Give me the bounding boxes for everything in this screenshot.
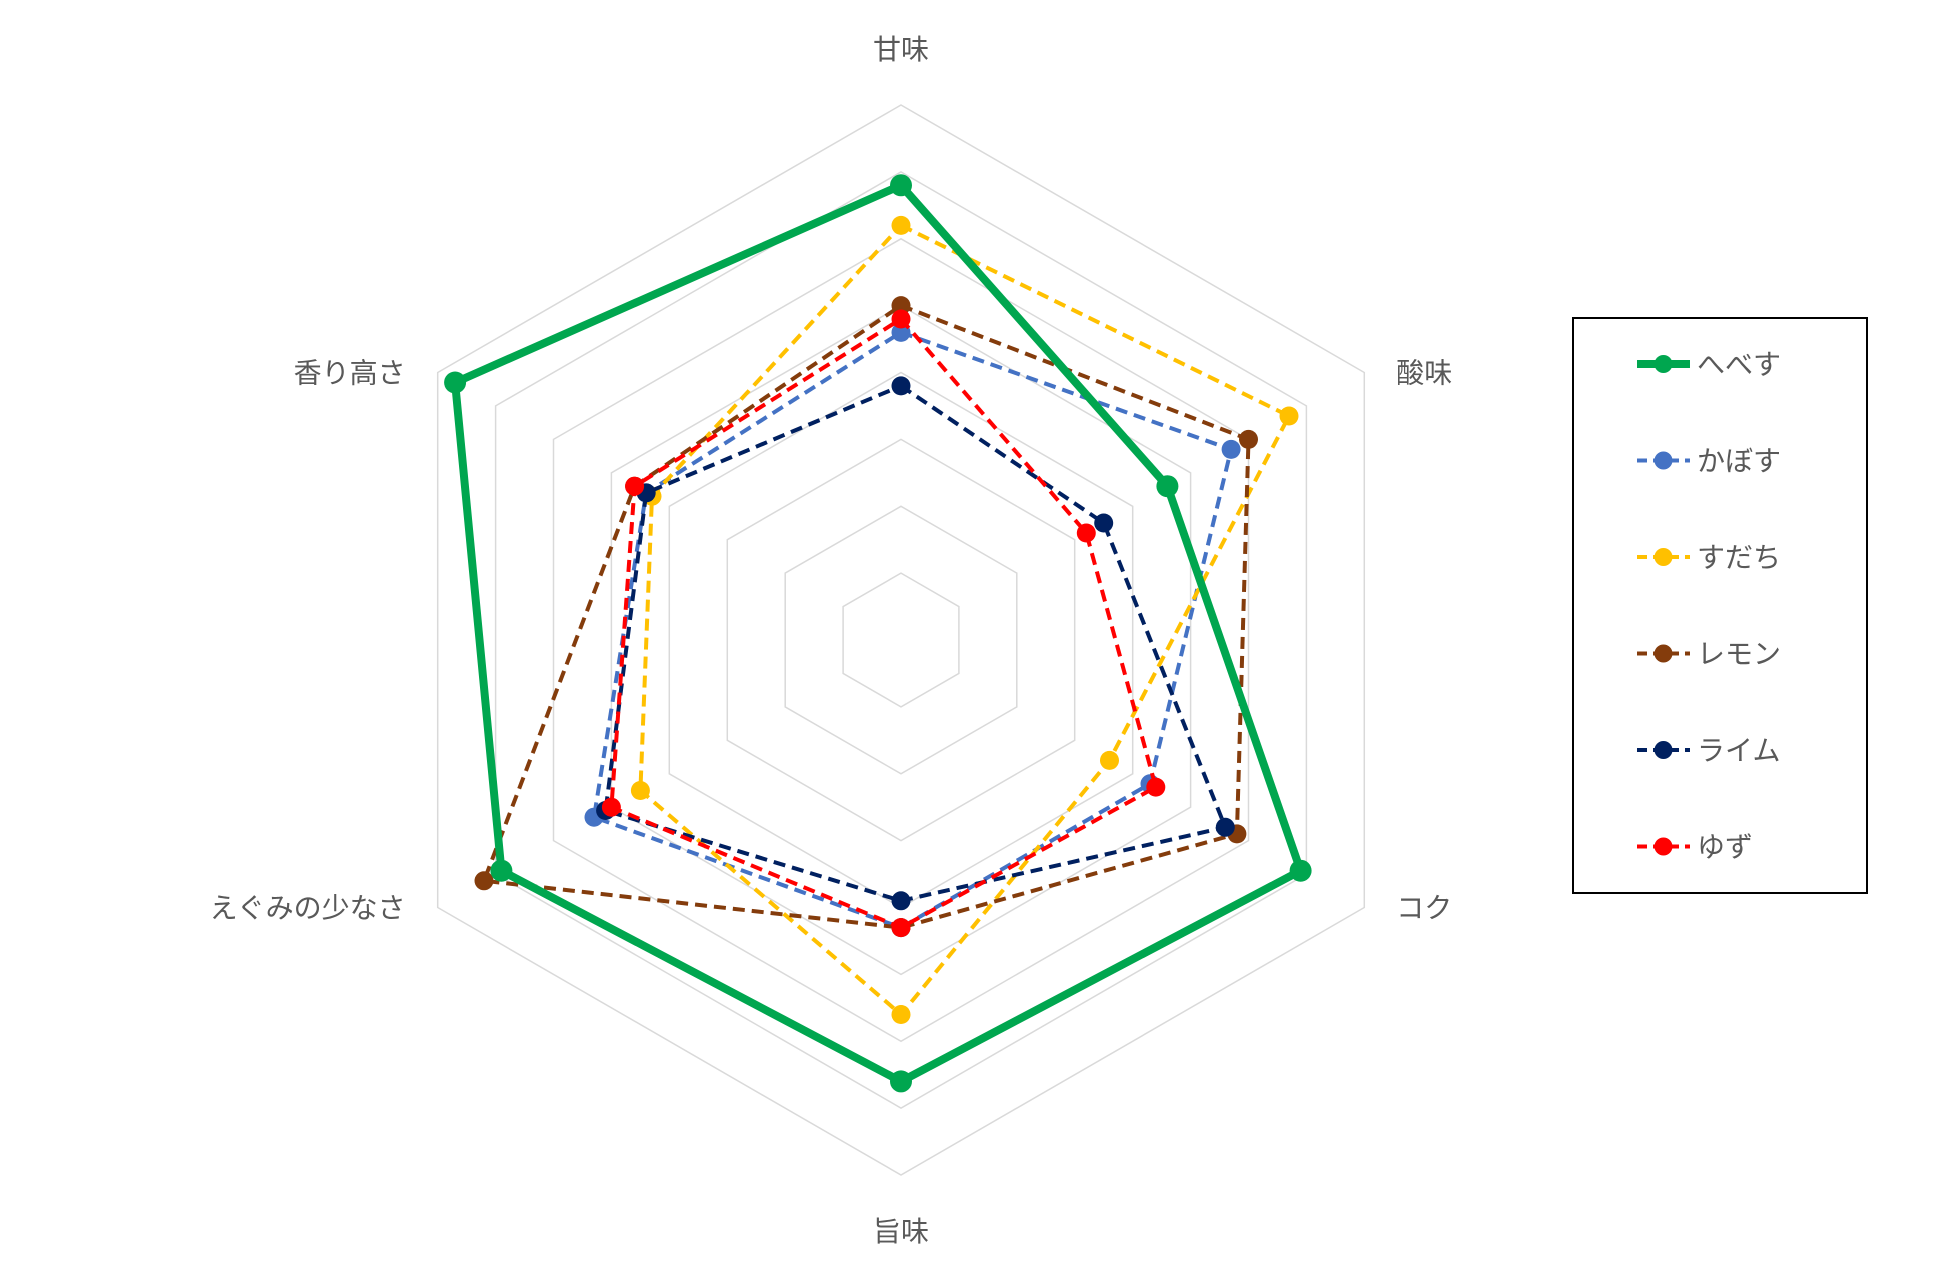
grid-ring — [436, 104, 1366, 1176]
legend-marker — [1654, 741, 1673, 759]
grid-ring — [610, 304, 1192, 976]
data-point — [1100, 750, 1119, 770]
data-point — [891, 1005, 911, 1024]
data-point — [1094, 513, 1114, 533]
data-point — [474, 871, 494, 891]
data-point — [630, 781, 650, 800]
data-point — [1076, 523, 1096, 543]
legend-item: ライム — [1637, 734, 1780, 767]
data-point — [1279, 406, 1299, 426]
legend-marker — [1654, 644, 1673, 663]
data-point — [1221, 439, 1241, 459]
data-point — [1215, 817, 1235, 837]
data-point — [444, 371, 467, 394]
axis-label: コク — [1396, 892, 1452, 925]
data-point — [625, 476, 645, 496]
data-point — [490, 859, 513, 882]
legend-item: ゆず — [1637, 831, 1753, 864]
axis-label: えぐみの少なさ — [210, 892, 406, 925]
data-point — [891, 296, 911, 316]
series-line — [638, 223, 1291, 1017]
data-point — [890, 1070, 912, 1093]
grid-ring — [784, 505, 1018, 775]
legend-label: ゆず — [1697, 831, 1753, 864]
axis-label: 旨味 — [873, 1215, 929, 1248]
data-point — [891, 322, 911, 342]
grid-ring — [494, 171, 1308, 1109]
data-point — [1146, 777, 1166, 797]
legend-marker — [1654, 355, 1673, 373]
series-layer — [444, 174, 1312, 1093]
legend-item: かぼす — [1637, 445, 1781, 478]
data-point — [1289, 859, 1312, 882]
series-group — [596, 376, 1235, 911]
data-point — [891, 309, 911, 329]
legend-marker — [1654, 837, 1673, 856]
legend-label: かぼす — [1697, 445, 1781, 478]
data-point — [1239, 429, 1258, 449]
legend-label: すだち — [1697, 541, 1781, 574]
grid-ring — [726, 438, 1076, 842]
axis-label: 甘味 — [873, 33, 929, 66]
legend-marker — [1654, 451, 1673, 470]
legend-box — [1572, 317, 1868, 894]
legend-label: レモン — [1697, 638, 1781, 671]
data-point — [891, 215, 911, 235]
data-point — [890, 174, 912, 197]
axis-label: 酸味 — [1396, 357, 1452, 390]
legend-item: すだち — [1637, 541, 1781, 574]
data-point — [891, 891, 911, 911]
axis-label: 香り高さ — [294, 357, 406, 390]
legend-label: へべす — [1697, 348, 1781, 381]
data-point — [891, 918, 911, 938]
legend-marker — [1654, 548, 1673, 566]
grid-ring — [842, 572, 960, 708]
legend-item: へべす — [1637, 348, 1781, 381]
data-point — [891, 376, 911, 396]
legend-item: レモン — [1637, 638, 1781, 671]
legend-label: ライム — [1697, 734, 1780, 767]
series-group — [601, 309, 1166, 938]
series-group — [444, 174, 1312, 1093]
data-point — [601, 797, 621, 817]
data-point — [1156, 475, 1179, 498]
